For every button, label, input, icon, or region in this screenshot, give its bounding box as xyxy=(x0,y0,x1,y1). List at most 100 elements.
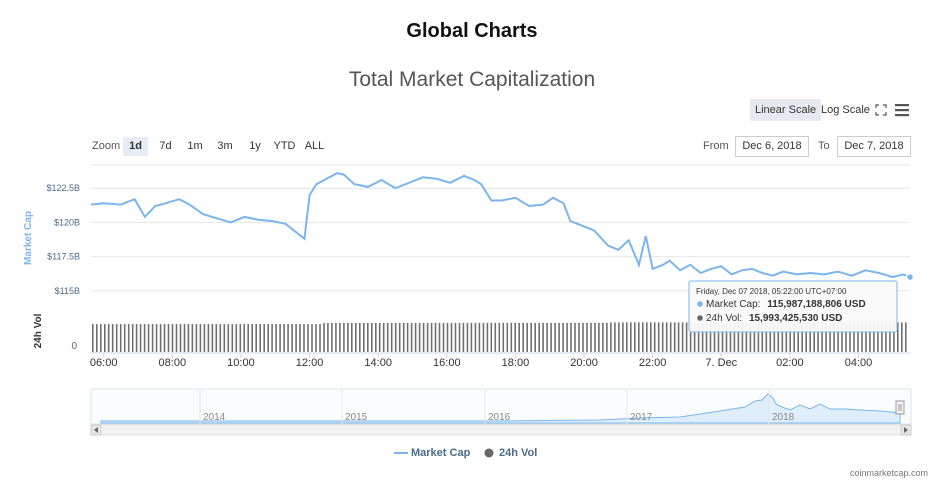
volume-bar xyxy=(837,322,839,352)
volume-bar xyxy=(367,322,369,352)
volume-bar xyxy=(402,322,405,352)
volume-bar xyxy=(510,322,513,352)
volume-bar xyxy=(785,322,788,352)
volume-bar xyxy=(653,322,656,352)
volume-bar xyxy=(259,324,261,352)
volume-bar xyxy=(677,322,680,352)
legend-24h-vol[interactable]: 24h Vol xyxy=(499,447,538,459)
volume-bar xyxy=(769,322,772,352)
volume-bar xyxy=(430,322,433,352)
volume-bar xyxy=(638,322,640,352)
tooltip-cap-dot xyxy=(697,301,703,307)
x-tick-label: 02:00 xyxy=(776,357,804,369)
volume-bar xyxy=(351,322,353,352)
volume-bar xyxy=(681,322,684,352)
volume-bar xyxy=(901,322,903,352)
log-scale-button[interactable]: Log Scale xyxy=(821,104,870,116)
volume-bar xyxy=(797,322,799,352)
navigator-handle[interactable] xyxy=(895,400,905,415)
volume-bar xyxy=(713,322,716,352)
volume-bar xyxy=(104,324,106,352)
volume-bar xyxy=(243,324,245,352)
volume-bar xyxy=(187,324,190,352)
scrollbar[interactable] xyxy=(90,424,912,436)
volume-bar xyxy=(418,322,421,352)
volume-bar xyxy=(275,324,277,352)
zoom-1m-button[interactable]: 1m xyxy=(187,140,203,152)
volume-bar xyxy=(829,322,831,352)
volume-bar xyxy=(486,322,489,352)
fullscreen-icon[interactable] xyxy=(873,102,889,118)
volume-bar xyxy=(219,324,222,352)
legend-market-cap[interactable]: Market Cap xyxy=(411,447,471,459)
volume-bar xyxy=(881,322,883,352)
linear-scale-button[interactable]: Linear Scale xyxy=(750,99,822,121)
volume-bar xyxy=(733,322,736,352)
volume-bar xyxy=(598,322,600,352)
navigator-year-labels: 2014 2015 2016 2017 2018 xyxy=(199,390,795,424)
volume-bar xyxy=(295,324,297,352)
volume-bar xyxy=(235,324,238,352)
volume-bar xyxy=(470,322,473,352)
zoom-ytd-button[interactable]: YTD xyxy=(273,140,296,152)
scrollbar-track[interactable] xyxy=(90,424,912,436)
from-date-input[interactable]: Dec 6, 2018 xyxy=(735,136,809,157)
volume-bar xyxy=(466,322,469,352)
volume-bar xyxy=(566,322,568,352)
volume-bar xyxy=(139,324,142,352)
volume-bar xyxy=(602,322,604,352)
volume-bar xyxy=(155,324,158,352)
to-label: To xyxy=(818,140,830,152)
credit[interactable]: coinmarketcap.com xyxy=(849,468,928,478)
zoom-all-button[interactable]: ALL xyxy=(304,140,325,152)
navigator[interactable]: 2014 2015 2016 2017 2018 xyxy=(90,388,912,425)
market-cap-series-line[interactable] xyxy=(90,172,911,279)
volume-bar xyxy=(705,322,708,352)
menu-icon[interactable] xyxy=(895,103,909,117)
volume-bar xyxy=(805,322,807,352)
volume-bar xyxy=(737,322,740,352)
zoom-7d-button[interactable]: 7d xyxy=(159,140,172,152)
volume-bar xyxy=(550,322,552,352)
volume-bar xyxy=(526,322,528,352)
volume-bar xyxy=(255,324,257,352)
volume-bar xyxy=(195,324,198,352)
volume-bar xyxy=(267,324,269,352)
volume-bar xyxy=(781,322,784,352)
volume-bar xyxy=(207,324,210,352)
volume-bar xyxy=(657,322,660,352)
zoom-1y-button[interactable]: 1y xyxy=(249,140,261,152)
x-tick-label: 12:00 xyxy=(296,357,324,369)
to-date-input[interactable]: Dec 7, 2018 xyxy=(837,136,911,157)
gridlines xyxy=(91,164,910,292)
volume-bar xyxy=(378,322,381,352)
volume-bar xyxy=(331,322,333,352)
zoom-3m-button[interactable]: 3m xyxy=(217,140,233,152)
volume-bar xyxy=(789,322,791,352)
volume-bar xyxy=(618,322,620,352)
volume-bar xyxy=(446,322,449,352)
volume-bar xyxy=(873,322,875,352)
volume-bar xyxy=(725,322,728,352)
x-tick-label: 16:00 xyxy=(433,357,461,369)
zoom-1d-button[interactable]: 1d xyxy=(123,137,148,156)
volume-bar xyxy=(315,324,317,352)
volume-bar xyxy=(749,322,752,352)
volume-bar xyxy=(175,324,178,352)
volume-bar xyxy=(630,322,632,352)
volume-bar xyxy=(757,322,760,352)
volume-bar xyxy=(454,322,457,352)
y-axis-label-vol: 24h Vol xyxy=(33,313,44,348)
x-tick-label: 18:00 xyxy=(502,357,530,369)
volume-bar xyxy=(697,322,700,352)
volume-bar xyxy=(339,322,341,352)
volume-bar xyxy=(498,322,501,352)
volume-bar xyxy=(897,322,899,352)
volume-bar xyxy=(650,322,652,352)
volume-bar xyxy=(661,322,664,352)
tooltip-vol-label: 24h Vol: xyxy=(706,313,742,324)
volume-bar xyxy=(247,324,249,352)
legend-vol-symbol[interactable] xyxy=(484,448,494,458)
volume-bars xyxy=(92,322,907,352)
volume-bar xyxy=(434,322,437,352)
